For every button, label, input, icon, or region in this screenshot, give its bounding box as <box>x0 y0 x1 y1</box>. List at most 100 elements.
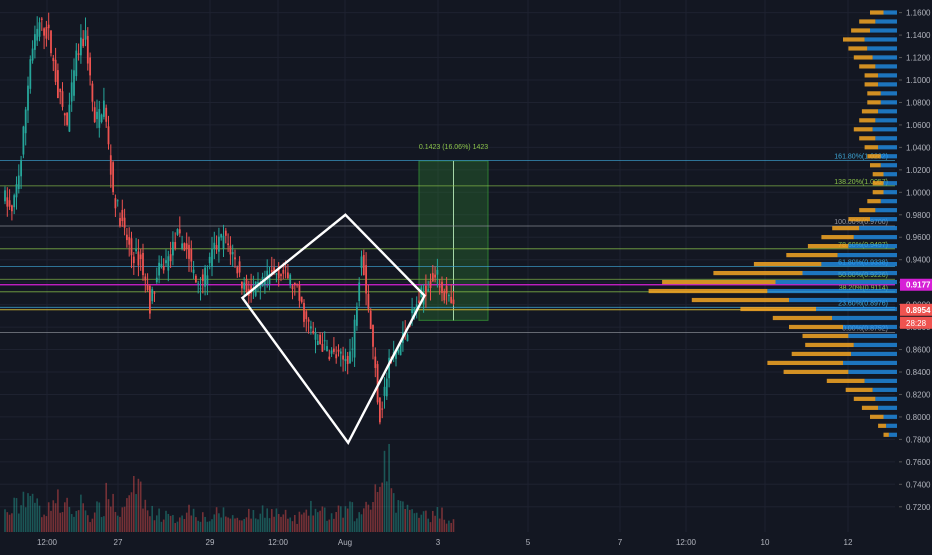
volume-bar <box>356 518 358 532</box>
candle-body <box>84 30 87 40</box>
candle-body <box>450 296 453 304</box>
volume-bar <box>257 519 259 532</box>
candle-body <box>275 273 278 275</box>
volume-bar <box>144 499 147 532</box>
volume-bar <box>15 498 18 532</box>
price-tick-label: 1.0000 <box>906 188 931 197</box>
price-tick-label: 0.8600 <box>906 346 931 355</box>
vp-row-down <box>867 91 881 96</box>
candle-body <box>310 326 312 329</box>
candle-body <box>158 262 160 276</box>
candle-body <box>47 24 50 29</box>
volume-bar <box>243 518 245 532</box>
volume-bar <box>392 493 395 532</box>
time-axis[interactable]: 12:00 27 29 12:00 Aug 3 5 7 12:00 10 12 <box>0 532 932 550</box>
candle-body <box>77 53 80 55</box>
volume-bar <box>335 512 337 532</box>
volume-bar <box>443 519 446 532</box>
volume-bar <box>153 520 156 532</box>
candle-body <box>144 276 147 281</box>
vp-row-up <box>888 432 897 437</box>
candle-body <box>291 285 294 290</box>
fibonacci-levels[interactable]: 161.80%(1.0282) 138.20%(1.0057) 100.00%(0.… <box>0 154 895 333</box>
candle-body <box>22 126 25 155</box>
volume-bar <box>248 508 250 532</box>
candle-body <box>445 285 448 294</box>
volume-bar <box>319 510 321 532</box>
vp-row-down <box>802 333 849 339</box>
candle-body <box>222 235 225 249</box>
volume-bar <box>181 515 183 532</box>
volume-bar <box>411 509 413 532</box>
vp-row-down <box>861 405 879 410</box>
volume-bar <box>409 509 411 532</box>
price-axis[interactable]: 1.1600 1.1400 1.1200 1.1000 1.0800 1.0600 1.04… <box>898 0 932 550</box>
vp-row-up <box>878 405 897 410</box>
vp-row-down <box>859 136 876 141</box>
diamond-pattern[interactable] <box>240 213 426 446</box>
volume-bar <box>415 512 418 532</box>
vp-row-up <box>867 46 897 51</box>
volume-bar <box>277 513 280 532</box>
volume-bar <box>418 517 420 532</box>
price-tick-label: 0.7600 <box>906 458 931 467</box>
volume-bar <box>8 514 11 532</box>
volume-bar <box>162 519 165 532</box>
volume-bar <box>165 510 167 532</box>
volume-bar <box>22 491 25 532</box>
candle-body <box>96 111 98 120</box>
volume-bar <box>422 511 425 532</box>
candle-body <box>59 88 62 93</box>
grid <box>0 0 895 532</box>
candle-body <box>379 397 381 423</box>
vp-row-up <box>875 64 897 69</box>
volume-bar <box>229 518 232 532</box>
volume-bar <box>61 512 64 532</box>
volume-bar <box>119 516 121 532</box>
volume-bar <box>103 516 105 532</box>
candle-body <box>328 356 331 360</box>
candle-body <box>211 248 213 267</box>
volume-bar <box>328 519 331 532</box>
volume-bar <box>158 508 160 532</box>
price-tick-label: 0.8200 <box>906 390 931 399</box>
candle-body <box>236 267 239 274</box>
vp-row-down <box>691 297 789 303</box>
volume-bar <box>425 510 427 532</box>
price-tick-label: 0.7200 <box>906 503 931 512</box>
volume-bar <box>82 503 84 532</box>
candle-body <box>98 108 101 128</box>
candle-body <box>307 319 310 322</box>
vp-row-up <box>880 199 897 204</box>
vp-row-down <box>861 109 879 114</box>
candle-body <box>15 184 18 198</box>
price-tick-label: 1.0600 <box>906 121 931 130</box>
candle-body <box>365 265 367 294</box>
price-tick-label: 0.8000 <box>906 413 931 422</box>
volume-bar <box>77 510 80 532</box>
candle-body <box>298 284 301 301</box>
candle-body <box>415 304 418 310</box>
volume-bar <box>167 513 170 532</box>
countdown-tag: 28:28 <box>906 319 927 328</box>
vp-row-down <box>845 387 873 392</box>
volume-bar <box>349 501 351 532</box>
volume-bar <box>160 521 163 532</box>
candle-body <box>351 348 354 350</box>
volume-bar <box>45 516 48 532</box>
candle-body <box>17 175 20 189</box>
candle-body <box>151 289 154 302</box>
vp-row-up <box>883 172 897 177</box>
candle-body <box>452 299 455 305</box>
volume-bar <box>236 517 239 532</box>
volume-bar <box>314 508 317 532</box>
price-tick-label: 1.0400 <box>906 143 931 152</box>
price-tick-label: 0.9600 <box>906 233 931 242</box>
fib-label: 23.60%(0.8976) <box>838 300 888 307</box>
current-price-tag-bg <box>900 278 932 291</box>
time-tick-label: 12:00 <box>37 538 58 547</box>
candle-body <box>326 346 328 352</box>
vp-row-up <box>886 423 897 428</box>
